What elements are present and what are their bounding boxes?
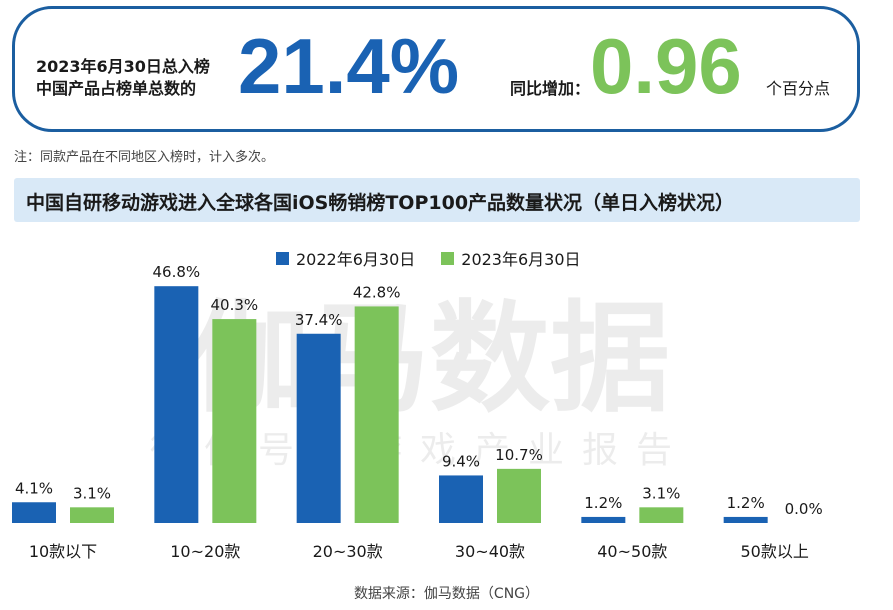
bar-1-5 — [581, 516, 626, 523]
bar-1-3 — [296, 333, 341, 523]
data-label-1-5: 1.2% — [584, 494, 622, 512]
x-tick-label-6: 50款以上 — [740, 542, 808, 561]
bar-2-3 — [354, 306, 399, 523]
data-label-1-6: 1.2% — [727, 494, 765, 512]
data-label-2-4: 10.7% — [495, 446, 543, 464]
data-label-1-2: 46.8% — [153, 263, 201, 281]
legend-item-series-1: 2022年6月30日 — [276, 246, 415, 270]
svg-text:伽马数据: 伽马数据 — [190, 290, 670, 429]
bar-1-2 — [154, 286, 199, 523]
x-tick-label-3: 20~30款 — [313, 542, 383, 561]
summary-box — [12, 6, 860, 132]
chart-title: 中国自研移动游戏进入全球各国iOS畅销榜TOP100产品数量状况（单日入榜状况） — [26, 192, 735, 214]
data-label-2-1: 3.1% — [73, 484, 111, 502]
right-stat-value: 0.96 — [590, 22, 742, 110]
bar-1-6 — [723, 516, 768, 523]
data-source: 数据来源：伽马数据（CNG） — [353, 586, 540, 602]
x-tick-label-2: 10~20款 — [170, 542, 240, 561]
bar-1-4 — [439, 475, 483, 523]
chart-title-bar: 中国自研移动游戏进入全球各国iOS畅销榜TOP100产品数量状况（单日入榜状况） — [14, 178, 860, 222]
legend-label-series-2: 2023年6月30日 — [461, 250, 581, 269]
data-label-2-6: 0.0% — [785, 500, 823, 518]
left-caption-line2: 中国产品占榜单总数的 — [36, 79, 197, 98]
footnote: 注：同款产品在不同地区入榜时，计入多次。 — [14, 150, 275, 165]
data-label-1-3: 37.4% — [295, 311, 343, 329]
right-caption: 同比增加： — [510, 79, 591, 98]
x-tick-label-5: 40~50款 — [597, 542, 667, 561]
x-tick-label-4: 30~40款 — [455, 542, 525, 561]
data-label-2-3: 42.8% — [353, 283, 401, 301]
legend-label-series-1: 2022年6月30日 — [296, 250, 416, 269]
bar-2-1 — [70, 507, 114, 523]
x-tick-label-1: 10款以下 — [29, 542, 97, 561]
bar-2-4 — [497, 468, 541, 523]
data-label-1-1: 4.1% — [15, 479, 53, 497]
legend-item-series-2: 2023年6月30日 — [441, 246, 581, 270]
bar-2-5 — [639, 507, 684, 523]
data-label-2-5: 3.1% — [642, 484, 680, 502]
left-caption-line1: 2023年6月30日总入榜 — [36, 57, 210, 76]
data-label-1-4: 9.4% — [442, 452, 480, 470]
left-stat-value: 21.4% — [238, 22, 460, 110]
data-label-2-2: 40.3% — [211, 296, 259, 314]
chart-legend: 2022年6月30日 2023年6月30日 — [276, 246, 581, 270]
legend-swatch-series-2 — [441, 251, 455, 265]
legend-swatch-series-1 — [276, 251, 289, 265]
bar-2-2 — [212, 319, 257, 523]
bar-1-1 — [12, 502, 56, 523]
right-stat-unit: 个百分点 — [766, 79, 831, 98]
